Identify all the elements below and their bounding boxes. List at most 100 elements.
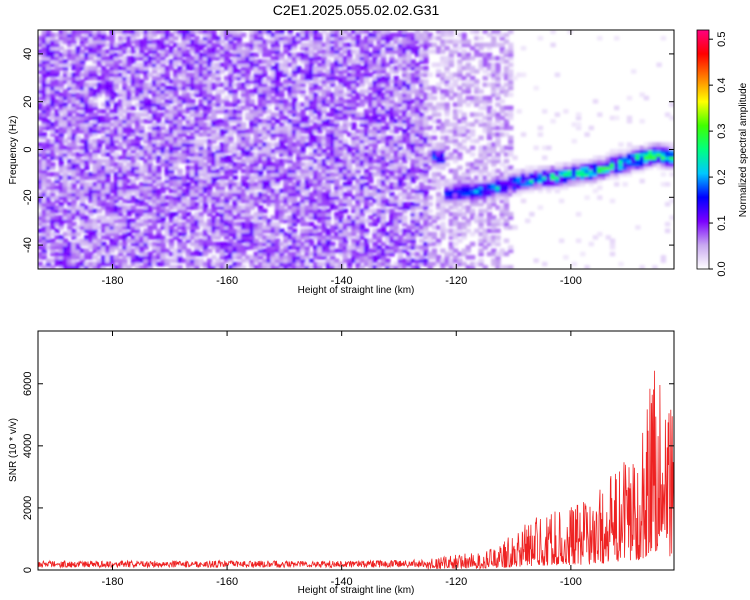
heatmap-cell: [325, 135, 332, 141]
heatmap-cell: [368, 36, 374, 41]
heatmap-cell: [41, 65, 47, 71]
heatmap-cell: [253, 36, 259, 41]
heatmap-cell: [406, 105, 412, 111]
heatmap-cell: [75, 251, 81, 257]
heatmap-cell: [139, 102, 145, 107]
heatmap-cell: [134, 142, 141, 147]
heatmap-cell: [38, 69, 43, 74]
heatmap-cell: [317, 241, 323, 247]
heatmap-cell: [38, 198, 43, 204]
heatmap-cell: [219, 221, 226, 227]
heatmap-cell: [228, 172, 234, 177]
heatmap-cell: [393, 212, 399, 217]
heatmap-cell: [41, 185, 47, 190]
heatmap-cell: [181, 192, 187, 197]
heatmap-cell: [122, 119, 128, 124]
heatmap-cell: [105, 75, 111, 81]
heatmap-cell: [41, 165, 47, 170]
heatmap-cell: [118, 258, 124, 263]
heatmap-cell: [245, 245, 251, 250]
heatmap-cell: [84, 145, 90, 151]
heatmap-cell: [71, 138, 77, 144]
heatmap-cell: [139, 152, 145, 157]
heatmap-cell: [92, 132, 98, 137]
heatmap-cell: [283, 99, 289, 104]
heatmap-cell: [71, 261, 77, 267]
heatmap-cell: [291, 182, 298, 187]
heatmap-cell: [92, 255, 98, 260]
heatmap-cell: [109, 69, 115, 74]
heatmap-cell: [313, 46, 319, 51]
heatmap-cell: [228, 65, 234, 71]
heatmap-cell: [190, 39, 196, 44]
heatmap-cell: [122, 30, 128, 34]
heatmap-cell: [270, 122, 276, 127]
heatmap-cell: [139, 30, 145, 34]
heatmap-cell: [156, 129, 162, 134]
heatmap-cell: [79, 148, 86, 154]
heatmap-cell: [389, 212, 395, 217]
heatmap-cell: [355, 235, 361, 240]
heatmap-cell: [151, 172, 158, 177]
heatmap-cell: [79, 30, 86, 34]
heatmap-cell: [249, 195, 255, 200]
heatmap-cell: [109, 72, 115, 78]
heatmap-cell: [219, 69, 226, 74]
heatmap-cell: [372, 95, 378, 101]
heatmap-cell: [207, 125, 213, 131]
heatmap-cell: [317, 119, 323, 124]
heatmap-cell: [224, 241, 230, 247]
heatmap-cell: [300, 182, 306, 187]
heatmap-cell: [249, 178, 255, 184]
heatmap-cell: [109, 255, 115, 260]
heatmap-cell: [101, 135, 107, 141]
heatmap-cell: [240, 95, 247, 101]
heatmap-cell: [113, 238, 120, 243]
heatmap-cell: [287, 85, 293, 91]
heatmap-cell: [173, 231, 179, 237]
heatmap-cell: [194, 168, 200, 174]
heatmap-cell: [67, 192, 73, 197]
heatmap-cell: [173, 182, 179, 187]
heatmap-cell: [177, 138, 183, 144]
heatmap-cell: [45, 162, 52, 167]
heatmap-cell: [372, 212, 378, 217]
heatmap-cell: [219, 52, 226, 58]
heatmap-cell: [160, 198, 166, 204]
heatmap-cell: [342, 92, 349, 97]
heatmap-cell: [118, 221, 124, 227]
heatmap-cell: [139, 248, 145, 253]
heatmap-cell: [160, 102, 166, 107]
heatmap-cell: [198, 245, 204, 250]
heatmap-cell: [54, 102, 60, 107]
heatmap-cell: [232, 49, 238, 54]
heatmap-cell: [54, 69, 60, 74]
heatmap-cell: [92, 105, 98, 111]
heatmap-cell: [240, 192, 247, 197]
heatmap-cell: [207, 42, 213, 48]
heatmap-cell: [96, 36, 103, 41]
heatmap-cell: [177, 198, 183, 204]
heatmap-cell: [385, 95, 391, 101]
heatmap-cell: [287, 92, 293, 97]
heatmap-cell: [363, 36, 370, 41]
heatmap-cell: [96, 82, 103, 87]
heatmap-cell: [224, 182, 230, 187]
heatmap-cell: [122, 102, 128, 107]
heatmap-cell: [109, 62, 115, 68]
heatmap-cell: [181, 49, 187, 54]
heatmap-cell: [325, 248, 332, 253]
heatmap-cell: [287, 145, 293, 151]
heatmap-cell: [101, 168, 107, 174]
heatmap-cell: [287, 158, 293, 164]
heatmap-cell: [325, 218, 332, 224]
heatmap-cell: [50, 125, 56, 131]
heatmap-cell: [253, 158, 259, 164]
heatmap-cell: [380, 75, 387, 81]
heatmap-cell: [351, 215, 357, 220]
heatmap-cell: [325, 188, 332, 194]
heatmap-cell: [270, 192, 276, 197]
heatmap-cell: [296, 56, 302, 61]
heatmap-cell: [346, 122, 353, 127]
heatmap-cell: [240, 251, 247, 257]
